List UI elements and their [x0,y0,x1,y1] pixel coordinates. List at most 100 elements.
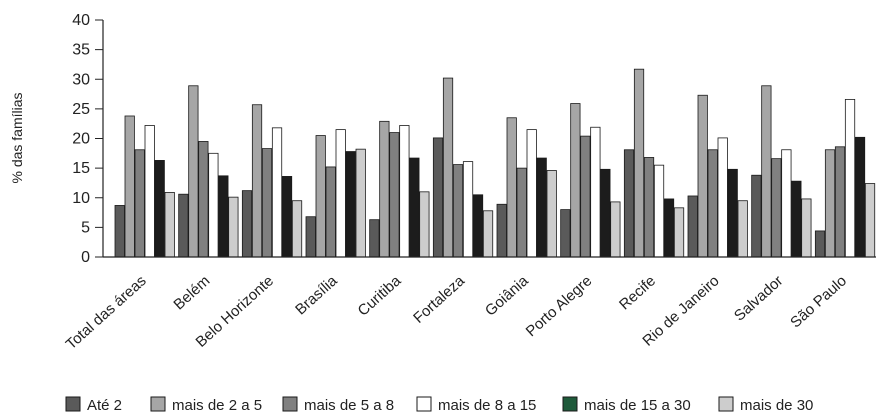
bar-5-2 [218,175,229,258]
bar-1-10 [687,195,698,258]
bar-2-10 [697,94,708,258]
bar-4-10 [717,137,728,258]
bar-4-9 [653,164,665,258]
bar-5-4 [345,151,356,258]
bar-5-3 [281,176,293,258]
legend-label-1: Até 2 [87,397,122,414]
bar-5-11 [791,180,802,258]
legend-swatch-5 [562,396,578,412]
x-tick-label: Porto Alegre [523,272,596,340]
y-tick-label: 5 [81,219,90,236]
bar-5-7 [536,157,547,258]
bar-2-3 [251,104,263,258]
bar-6-3 [291,200,303,258]
bar-5-8 [600,168,611,258]
x-tick-label: Total das áreas [63,272,150,353]
y-tick-label: 0 [81,249,90,266]
x-tick-label: Recife [616,272,659,313]
y-tick-label: 15 [72,160,90,177]
bar-1-2 [178,193,189,258]
bar-2-5 [379,120,390,258]
bar-1-6 [432,137,444,258]
bar-6-5 [419,191,430,258]
bar-6-2 [228,196,239,258]
bar-3-1 [134,149,145,258]
bar-3-5 [389,132,400,258]
x-tick-label: Goiânia [482,272,532,320]
y-axis-title-group: % das famílias [9,92,25,183]
bar-3-6 [452,164,464,258]
bar-3-7 [516,167,527,258]
bars [114,68,876,258]
bar-6-9 [673,207,685,258]
legend-swatch-6 [718,396,734,412]
bar-4-2 [208,152,219,258]
bar-1-3 [241,190,253,258]
bar-2-7 [506,117,517,258]
y-tick-label: 40 [72,12,90,29]
y-tick-label: 20 [72,131,90,148]
bar-4-5 [399,125,410,258]
y-tick-label: 25 [72,101,90,118]
legend: Até 2 mais de 2 a 5 mais de 5 a 8 mais de 8… [65,396,813,414]
bar-1-5 [369,219,380,258]
bar-5-6 [472,194,484,258]
bar-1-11 [751,174,762,258]
bar-2-9 [633,68,645,258]
bar-3-9 [643,157,655,258]
legend-label-3: mais de 5 a 8 [304,397,394,414]
axes [102,20,876,258]
y-tick-label: 10 [72,190,90,207]
bar-1-9 [623,149,635,258]
bar-3-8 [580,135,591,258]
y-axis-ticks: 0 5 10 15 20 25 30 35 40 [72,12,103,266]
bar-1-7 [496,203,507,258]
bar-3-10 [707,149,718,258]
bar-2-6 [442,77,454,258]
bar-5-9 [663,198,675,258]
bar-6-1 [164,192,175,258]
bar-2-11 [761,85,772,258]
bar-3-3 [261,148,273,258]
bar-6-10 [737,200,748,258]
bar-4-3 [271,127,283,258]
x-tick-label: Belém [170,272,213,313]
bar-6-8 [610,201,621,258]
bar-4-8 [590,126,601,258]
y-axis-title: % das famílias [9,92,25,183]
bar-6-4 [355,148,366,258]
legend-label-2: mais de 2 a 5 [172,397,262,414]
bar-1-4 [305,216,316,258]
bar-3-12 [834,146,846,258]
x-tick-label: Brasília [292,272,341,319]
x-tick-label: Curitiba [355,272,405,320]
bar-2-4 [315,135,326,258]
legend-swatch-4 [416,396,432,412]
bar-2-12 [824,149,836,258]
bar-4-4 [335,129,346,258]
y-tick-label: 30 [72,71,90,88]
bar-6-12 [864,183,876,258]
legend-label-5: mais de 15 a 30 [584,397,691,414]
bar-6-11 [801,198,812,258]
y-tick-label: 35 [72,42,90,59]
legend-label-4: mais de 8 a 15 [438,397,536,414]
bar-4-12 [844,98,856,258]
x-tick-label: Fortaleza [410,272,468,327]
legend-swatch-2 [150,396,166,412]
bar-5-5 [409,157,420,258]
bar-6-7 [546,170,557,258]
legend-label-6: mais de 30 [740,397,813,414]
bar-2-2 [188,85,199,258]
bar-4-1 [144,125,155,258]
bar-3-2 [198,141,209,258]
bar-3-4 [325,166,336,258]
bar-5-10 [727,168,738,258]
bar-1-1 [114,205,125,258]
bar-1-12 [814,230,826,258]
bar-5-12 [854,136,866,258]
bar-1-8 [560,209,571,258]
bar-5-1 [154,160,165,258]
legend-swatch-3 [282,396,298,412]
bar-4-7 [526,129,537,258]
